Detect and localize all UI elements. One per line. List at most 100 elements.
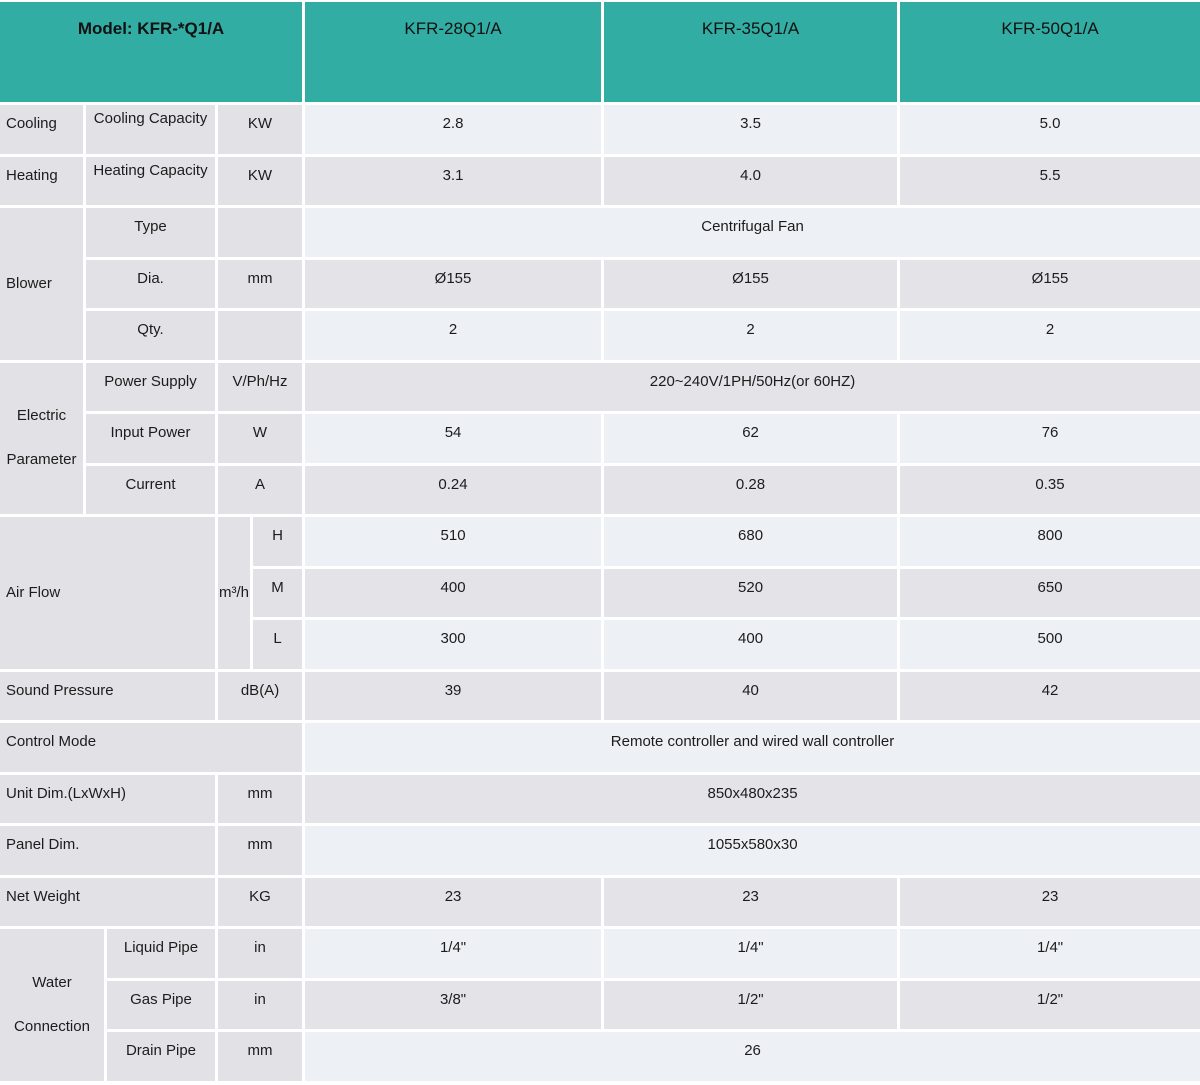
value-sound-50: 42 — [900, 671, 1200, 720]
cat-water-connection: Water Connection — [0, 929, 104, 1081]
cat-blower: Blower — [0, 208, 83, 360]
row-unit-dim: Unit Dim.(LxWxH) mm 850x480x235 — [0, 774, 1200, 823]
value-gas-pipe-50: 1/2" — [900, 980, 1200, 1029]
value-drain-pipe-merged: 26 — [305, 1032, 1200, 1081]
label-power-supply: Power Supply — [86, 362, 215, 411]
row-drain-pipe: Drain Pipe mm 26 — [0, 1032, 1200, 1081]
unit-blower-qty-empty — [218, 311, 303, 360]
label-blower-type: Type — [86, 208, 215, 257]
value-control-mode-merged: Remote controller and wired wall control… — [305, 723, 1200, 772]
label-gas-pipe: Gas Pipe — [107, 980, 215, 1029]
unit-heating-kw: KW — [218, 156, 303, 205]
value-sound-35: 40 — [604, 671, 898, 720]
unit-liquid-pipe-in: in — [218, 929, 303, 978]
value-liquid-pipe-50: 1/4" — [900, 929, 1200, 978]
value-airflow-m-28: 400 — [305, 568, 602, 617]
cat-net-weight: Net Weight — [0, 877, 215, 926]
cat-air-flow: Air Flow — [0, 517, 215, 669]
value-qty-28: 2 — [305, 311, 602, 360]
label-current: Current — [86, 465, 215, 514]
label-blower-qty: Qty. — [86, 311, 215, 360]
row-liquid-pipe: Water Connection Liquid Pipe in 1/4" 1/4… — [0, 929, 1200, 1081]
value-airflow-h-35: 680 — [604, 517, 898, 566]
row-blower-qty: Qty. 2 2 2 — [0, 311, 1200, 360]
value-sound-28: 39 — [305, 671, 602, 720]
header-model-cell: Model: KFR-*Q1/A — [0, 2, 303, 102]
value-panel-dim-merged: 1055x580x30 — [305, 826, 1200, 875]
row-heating: Heating Heating Capacity KW 3.1 4.0 5.5 — [0, 156, 1200, 205]
value-airflow-l-28: 300 — [305, 620, 602, 669]
row-airflow-h: Air Flow m³/h H 510 680 800 — [0, 517, 1200, 669]
value-blower-type-merged: Centrifugal Fan — [305, 208, 1200, 257]
header-row: Model: KFR-*Q1/A KFR-28Q1/A KFR-35Q1/A K… — [0, 2, 1200, 102]
row-sound-pressure: Sound Pressure dB(A) 39 40 42 — [0, 671, 1200, 720]
value-airflow-l-50: 500 — [900, 620, 1200, 669]
row-gas-pipe: Gas Pipe in 3/8" 1/2" 1/2" — [0, 980, 1200, 1029]
unit-gas-pipe-in: in — [218, 980, 303, 1029]
value-qty-35: 2 — [604, 311, 898, 360]
header-col-kfr-28: KFR-28Q1/A — [305, 2, 602, 102]
cat-control-mode: Control Mode — [0, 723, 303, 772]
cat-unit-dim: Unit Dim.(LxWxH) — [0, 774, 215, 823]
unit-unit-dim-mm: mm — [218, 774, 303, 823]
label-airflow-m: M — [253, 568, 303, 617]
label-drain-pipe: Drain Pipe — [107, 1032, 215, 1081]
label-airflow-h: H — [253, 517, 303, 566]
value-liquid-pipe-35: 1/4" — [604, 929, 898, 978]
unit-panel-dim-mm: mm — [218, 826, 303, 875]
row-airflow-m: M 400 520 650 — [0, 568, 1200, 617]
value-current-50: 0.35 — [900, 465, 1200, 514]
row-panel-dim: Panel Dim. mm 1055x580x30 — [0, 826, 1200, 875]
cat-sound-pressure: Sound Pressure — [0, 671, 215, 720]
value-cooling-28: 2.8 — [305, 105, 602, 154]
unit-current-a: A — [218, 465, 303, 514]
cat-heating: Heating — [0, 156, 83, 205]
value-heating-50: 5.5 — [900, 156, 1200, 205]
unit-airflow-m3h: m³/h — [218, 517, 250, 669]
label-cooling-capacity: Cooling Capacity — [86, 105, 215, 154]
header-col-kfr-35: KFR-35Q1/A — [604, 2, 898, 102]
value-unit-dim-merged: 850x480x235 — [305, 774, 1200, 823]
unit-blower-dia-mm: mm — [218, 259, 303, 308]
cat-electric-parameter: Electric Parameter — [0, 362, 83, 514]
row-blower-dia: Dia. mm Ø155 Ø155 Ø155 — [0, 259, 1200, 308]
header-col-kfr-50: KFR-50Q1/A — [900, 2, 1200, 102]
value-input-power-28: 54 — [305, 414, 602, 463]
unit-input-power-w: W — [218, 414, 303, 463]
unit-net-weight-kg: KG — [218, 877, 303, 926]
value-power-supply-merged: 220~240V/1PH/50Hz(or 60HZ) — [305, 362, 1200, 411]
unit-drain-pipe-mm: mm — [218, 1032, 303, 1081]
value-current-28: 0.24 — [305, 465, 602, 514]
value-dia-50: Ø155 — [900, 259, 1200, 308]
label-liquid-pipe: Liquid Pipe — [107, 929, 215, 978]
value-input-power-35: 62 — [604, 414, 898, 463]
value-airflow-h-50: 800 — [900, 517, 1200, 566]
row-power-supply: Electric Parameter Power Supply V/Ph/Hz … — [0, 362, 1200, 514]
unit-sound-dba: dB(A) — [218, 671, 303, 720]
value-airflow-h-28: 510 — [305, 517, 602, 566]
unit-cooling-kw: KW — [218, 105, 303, 154]
value-net-weight-28: 23 — [305, 877, 602, 926]
cat-cooling: Cooling — [0, 105, 83, 154]
value-input-power-50: 76 — [900, 414, 1200, 463]
label-heating-capacity: Heating Capacity — [86, 156, 215, 205]
value-airflow-m-50: 650 — [900, 568, 1200, 617]
row-net-weight: Net Weight KG 23 23 23 — [0, 877, 1200, 926]
value-gas-pipe-28: 3/8" — [305, 980, 602, 1029]
value-net-weight-50: 23 — [900, 877, 1200, 926]
cat-panel-dim: Panel Dim. — [0, 826, 215, 875]
value-net-weight-35: 23 — [604, 877, 898, 926]
row-current: Current A 0.24 0.28 0.35 — [0, 465, 1200, 514]
row-blower-type: Blower Type Centrifugal Fan — [0, 208, 1200, 360]
value-qty-50: 2 — [900, 311, 1200, 360]
value-dia-35: Ø155 — [604, 259, 898, 308]
value-liquid-pipe-28: 1/4" — [305, 929, 602, 978]
value-airflow-m-35: 520 — [604, 568, 898, 617]
label-airflow-l: L — [253, 620, 303, 669]
value-current-35: 0.28 — [604, 465, 898, 514]
label-blower-dia: Dia. — [86, 259, 215, 308]
value-gas-pipe-35: 1/2" — [604, 980, 898, 1029]
value-cooling-50: 5.0 — [900, 105, 1200, 154]
row-cooling: Cooling Cooling Capacity KW 2.8 3.5 5.0 — [0, 105, 1200, 154]
